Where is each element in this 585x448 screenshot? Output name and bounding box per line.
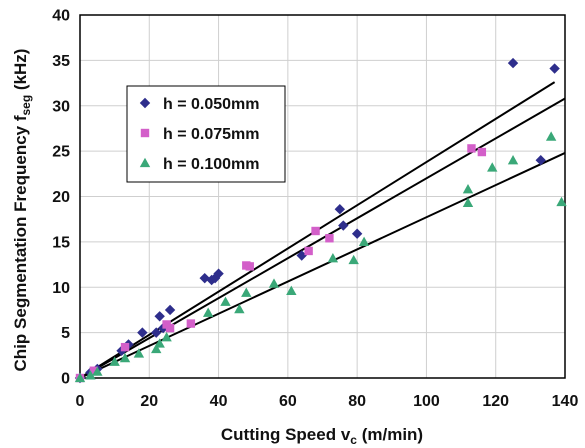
triangle-marker <box>234 303 245 314</box>
legend-triangle-marker <box>139 157 151 168</box>
diamond-marker <box>213 268 224 279</box>
legend-diamond-marker <box>139 97 151 109</box>
triangle-marker <box>268 278 280 288</box>
triangle-marker <box>507 155 519 165</box>
diamond-marker <box>351 228 363 239</box>
triangle-marker <box>545 131 557 141</box>
triangle-marker <box>348 254 359 265</box>
y-tick-label: 40 <box>52 8 70 25</box>
y-tick-label: 5 <box>61 325 70 342</box>
square-marker <box>245 262 254 271</box>
x-tick-label: 80 <box>348 393 366 410</box>
square-marker <box>165 323 175 333</box>
triangle-marker <box>327 253 339 263</box>
legend-label-2: h = 0.100mm <box>163 156 260 173</box>
legend-square-marker <box>140 128 150 138</box>
triangle-marker <box>74 372 86 383</box>
plot-area-frame <box>79 14 566 379</box>
x-tick-label: 60 <box>279 393 297 410</box>
triangle-marker <box>286 285 297 296</box>
x-axis-title-subscript: c <box>350 433 357 447</box>
square-marker <box>304 246 313 256</box>
diamond-marker <box>296 250 307 261</box>
square-marker <box>325 234 334 243</box>
triangle-marker <box>202 307 214 317</box>
triangle-marker <box>462 197 474 208</box>
square-marker <box>311 226 320 236</box>
legend-box <box>126 85 286 183</box>
triangle-marker <box>133 348 145 358</box>
square-marker <box>467 144 476 153</box>
x-tick-label: 0 <box>76 393 85 410</box>
y-tick-label: 35 <box>52 53 70 70</box>
x-tick-label: 140 <box>552 393 579 410</box>
triangle-marker <box>119 352 131 363</box>
legend-label-0: h = 0.050mm <box>163 96 260 113</box>
triangle-marker <box>462 184 474 194</box>
x-axis-title: Cutting Speed vc (m/min) <box>221 425 423 447</box>
diamond-marker <box>164 304 176 316</box>
triangle-marker <box>556 196 567 207</box>
x-tick-label: 40 <box>210 393 228 410</box>
y-axis-title-subscript: seg <box>19 95 33 116</box>
y-tick-label: 15 <box>52 234 70 251</box>
grid <box>79 14 566 379</box>
data-points <box>74 57 567 384</box>
diamond-marker <box>334 204 346 215</box>
y-axis-title: Chip Segmentation Frequency fseg (kHz) <box>11 49 33 372</box>
y-tick-label: 30 <box>52 98 70 115</box>
square-marker <box>89 366 99 375</box>
triangle-marker <box>358 236 370 247</box>
y-tick-label: 20 <box>52 189 70 206</box>
x-tick-label: 120 <box>482 393 509 410</box>
diamond-marker <box>549 63 560 74</box>
diamond-marker <box>151 327 162 338</box>
triangle-marker <box>487 162 498 172</box>
y-tick-label: 25 <box>52 144 70 161</box>
diamond-marker <box>507 57 519 69</box>
x-tick-label: 20 <box>140 393 158 410</box>
diamond-marker <box>338 220 349 231</box>
fit-line <box>79 97 566 379</box>
triangle-marker <box>241 287 252 297</box>
triangle-marker <box>109 356 120 366</box>
triangle-marker <box>92 366 103 376</box>
legend: h = 0.050mm h = 0.075mm h = 0.100mm <box>126 85 286 183</box>
triangle-marker <box>220 296 231 306</box>
triangle-marker <box>154 338 165 348</box>
square-marker <box>186 319 196 328</box>
fit-line <box>79 152 566 379</box>
tick-labels: 0 20 40 60 80 100 120 140 0 5 10 15 20 25 30 35 40 <box>52 8 578 411</box>
legend-label-1: h = 0.075mm <box>163 126 260 143</box>
y-tick-label: 10 <box>52 280 70 297</box>
diamond-marker <box>535 155 546 166</box>
triangle-marker <box>151 343 162 354</box>
diamond-marker <box>137 327 148 338</box>
diamond-marker <box>154 311 165 322</box>
triangle-marker <box>161 331 172 342</box>
x-tick-label: 100 <box>413 393 440 410</box>
square-marker <box>477 147 487 157</box>
legend-markers <box>139 97 151 168</box>
triangle-marker <box>85 370 96 380</box>
y-tick-label: 0 <box>61 371 70 388</box>
square-marker <box>120 342 130 352</box>
